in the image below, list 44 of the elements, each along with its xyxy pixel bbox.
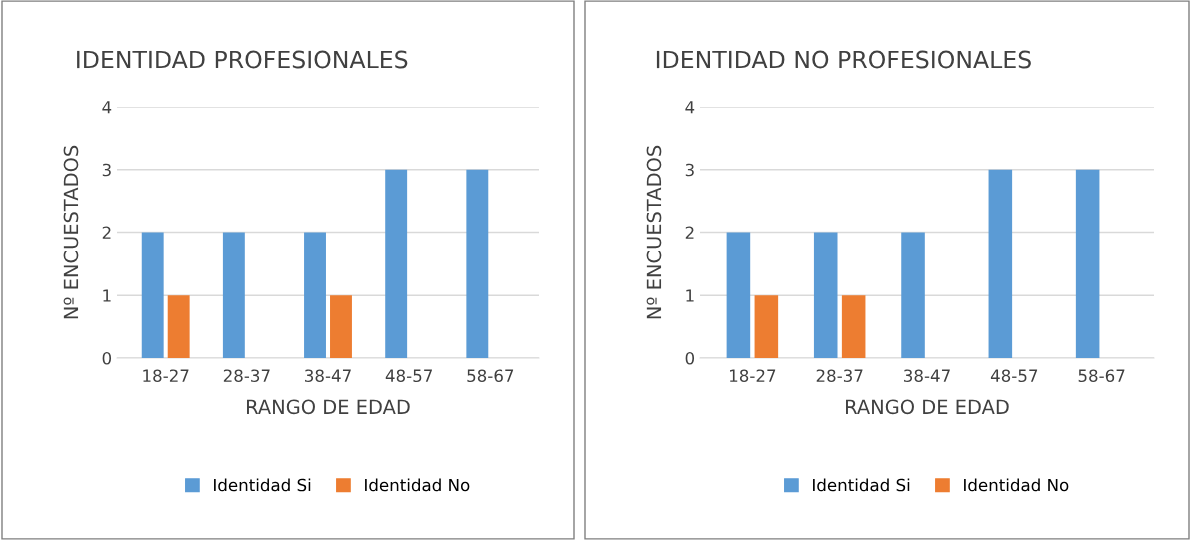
bar [901, 232, 925, 358]
y-tick-label: 0 [102, 351, 112, 365]
x-tick-label: 58-67 [467, 369, 514, 383]
bar [1075, 169, 1100, 358]
y-tick-label: 4 [102, 101, 112, 114]
chart-title: IDENTIDAD NO PROFESIONALES [656, 50, 1031, 69]
y-axis-title: Nº ENCUESTADOS [63, 145, 79, 319]
x-tick-label: 18-27 [730, 369, 776, 383]
y-tick-label: 3 [685, 163, 694, 177]
bar [841, 295, 866, 358]
y-tick-label: 2 [102, 226, 111, 239]
bar [141, 232, 164, 358]
legend-label: Identidad Si [813, 478, 910, 492]
x-tick-label: 48-57 [990, 369, 1038, 383]
x-axis-title: RANGO DE EDAD [247, 399, 410, 415]
y-tick-label: 4 [685, 101, 695, 114]
x-tick-label: 48-57 [385, 369, 432, 383]
y-axis-title: Nº ENCUESTADOS [646, 145, 662, 319]
y-tick-label: 0 [685, 351, 695, 365]
bar [988, 169, 1013, 358]
x-tick-label: 28-37 [223, 369, 270, 383]
bar [385, 169, 408, 358]
bar [222, 232, 245, 358]
bar [304, 232, 326, 358]
y-tick-label: 2 [685, 226, 694, 239]
x-axis-title: RANGO DE EDAD [846, 399, 1009, 415]
legend-label: Identidad No [964, 478, 1069, 492]
bar [466, 169, 489, 358]
y-tick-label: 3 [102, 163, 111, 177]
y-tick-label: 1 [103, 289, 111, 302]
x-tick-label: 18-27 [143, 369, 189, 383]
chart-title: IDENTIDAD PROFESIONALES [77, 50, 408, 69]
legend-label: Identidad No [365, 478, 470, 492]
x-tick-label: 38-47 [904, 369, 950, 383]
bar [330, 295, 352, 358]
bar [167, 295, 190, 358]
y-tick-label: 1 [686, 289, 694, 302]
bar [813, 232, 838, 358]
bar [726, 232, 751, 358]
x-tick-label: 28-37 [816, 369, 863, 383]
x-tick-label: 38-47 [305, 369, 351, 383]
legend-label: Identidad Si [214, 478, 311, 492]
x-tick-label: 58-67 [1078, 369, 1125, 383]
bar [754, 295, 779, 358]
